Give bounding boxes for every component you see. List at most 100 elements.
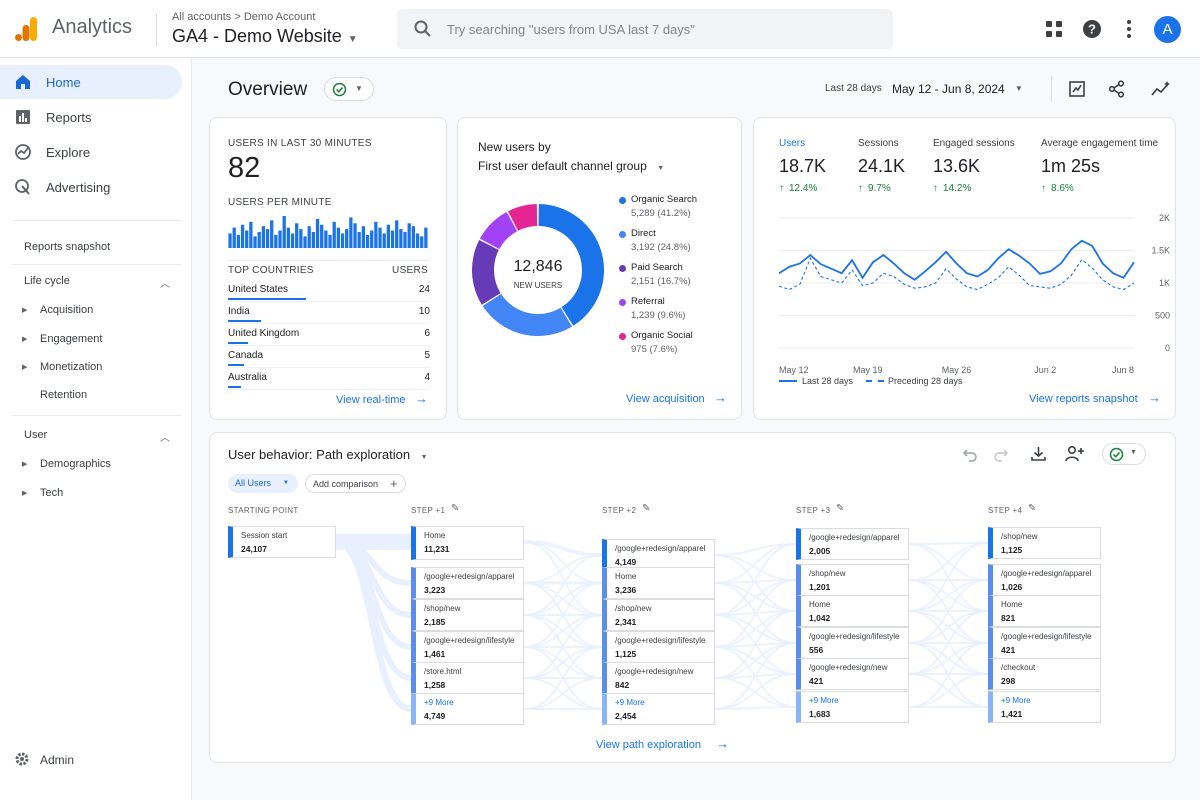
help-icon[interactable]: ? [1081,18,1103,40]
status-dropdown[interactable]: ▼ [324,77,374,101]
per-minute-bar [320,224,324,248]
sidebar-item-acquisition[interactable]: Acquisition [40,304,94,316]
edit-pencil-icon[interactable]: ✎ [1028,503,1037,514]
donut-slice[interactable] [482,294,572,336]
expand-arrow-icon[interactable]: ▶ [22,364,28,371]
apps-grid-icon[interactable] [1043,18,1065,40]
nav-explore[interactable]: Explore [0,135,182,169]
country-row: Australia 4 [228,368,430,390]
edit-pencil-icon[interactable]: ✎ [451,503,460,514]
path-node[interactable]: /store.html 1,258 [411,662,524,694]
path-node-start[interactable]: Session start 24,107 [228,526,336,558]
sidebar-item-demographics[interactable]: Demographics [40,458,111,470]
path-node[interactable]: /google+redesign/lifestyle 556 [796,627,909,659]
status-dropdown[interactable]: ▼ [1102,443,1146,465]
nav-advertising[interactable]: Advertising [0,170,182,204]
path-node[interactable]: Home 821 [988,595,1101,627]
redo-icon[interactable] [993,446,1009,462]
avatar[interactable]: A [1154,16,1181,43]
view-path-exploration-link[interactable]: View path exploration [596,739,701,751]
path-node[interactable]: +9 More 2,454 [602,693,715,725]
expand-arrow-icon[interactable]: ▶ [22,461,28,468]
path-node[interactable]: +9 More 4,749 [411,693,524,725]
share-icon[interactable] [1108,80,1126,98]
insights-icon[interactable] [1150,80,1172,98]
analytics-logo-icon[interactable] [14,16,38,42]
path-node[interactable]: /google+redesign/lifestyle 1,461 [411,631,524,663]
sidebar-item-tech[interactable]: Tech [40,487,64,499]
path-node[interactable]: /shop/new 2,185 [411,599,524,631]
x-tick-label: May 19 [853,365,883,375]
metric-label: Sessions [858,138,899,149]
expand-arrow-icon[interactable]: ▶ [22,490,28,497]
nav-home[interactable]: Home [0,65,182,99]
segment-chip[interactable]: All Users ▼ [228,474,298,493]
expand-arrow-icon[interactable]: ▶ [22,336,28,343]
path-node[interactable]: /google+redesign/new 421 [796,658,909,690]
property-selector[interactable]: GA4 - Demo Website ▼ [172,26,358,47]
metric-tab[interactable]: Sessions 24.1K ↑ 9.7% [858,136,936,198]
path-node[interactable]: /google+redesign/apparel 1,026 [988,564,1101,596]
path-node[interactable]: +9 More 1,421 [988,691,1101,723]
path-node[interactable]: Home 3,236 [602,567,715,599]
channel-group-selector[interactable]: First user default channel group ▼ [478,157,678,173]
path-node[interactable]: /google+redesign/lifestyle 421 [988,627,1101,659]
per-minute-bar [290,233,295,248]
search-input[interactable]: Try searching "users from USA last 7 day… [447,22,695,37]
view-realtime-link[interactable]: View real-time [336,394,406,406]
chevron-up-icon[interactable]: ︿ [160,279,170,290]
view-reports-snapshot-link[interactable]: View reports snapshot [1029,393,1138,405]
gear-icon[interactable] [14,751,30,767]
per-minute-label: USERS PER MINUTE [228,197,332,208]
expand-arrow-icon[interactable]: ▶ [22,307,28,314]
add-user-icon[interactable] [1065,445,1085,462]
donut-slice[interactable] [508,204,538,231]
admin-link[interactable]: Admin [40,753,75,767]
lifecycle-header[interactable]: Life cycle [24,275,70,287]
path-node[interactable]: Home 1,042 [796,595,909,627]
per-minute-bar [390,230,395,248]
more-vert-icon[interactable] [1118,18,1140,40]
metric-tab[interactable]: Users 18.7K ↑ 12.4% [779,136,857,198]
metric-tab[interactable]: Average engagement time 1m 25s ↑ 8.6% [1041,136,1166,198]
nav-reports[interactable]: Reports [0,100,182,134]
customize-report-icon[interactable] [1068,80,1086,98]
path-node[interactable]: /shop/new 1,125 [988,527,1101,559]
path-node[interactable]: /shop/new 1,201 [796,564,909,596]
arrow-right-icon[interactable]: → [415,391,428,406]
node-value: 3,223 [424,585,446,595]
path-node[interactable]: /google+redesign/new 842 [602,662,715,694]
metric-tab[interactable]: Engaged sessions 13.6K ↑ 14.2% [933,136,1015,198]
view-acquisition-link[interactable]: View acquisition [626,393,705,405]
path-node[interactable]: /checkout 298 [988,658,1101,690]
path-node[interactable]: /google+redesign/apparel 2,005 [796,528,909,560]
path-node[interactable]: /shop/new 2,341 [602,599,715,631]
arrow-right-icon[interactable]: → [714,390,727,405]
search-bar[interactable]: Try searching "users from USA last 7 day… [397,9,893,49]
download-icon[interactable] [1030,445,1047,462]
sidebar-item-engagement[interactable]: Engagement [40,333,103,345]
path-node[interactable]: /google+redesign/lifestyle 1,125 [602,631,715,663]
arrow-right-icon[interactable]: → [716,736,729,751]
arrow-right-icon[interactable]: → [1148,390,1161,405]
donut-slice[interactable] [538,204,604,326]
node-name: +9 More [809,696,839,705]
sidebar-item-monetization[interactable]: Monetization [40,361,103,373]
chevron-up-icon[interactable]: ︿ [160,433,170,444]
path-node[interactable]: Home 11,231 [411,526,524,560]
user-header[interactable]: User [24,429,48,441]
edit-pencil-icon[interactable]: ✎ [642,503,651,514]
reports-snapshot-link[interactable]: Reports snapshot [24,241,111,253]
donut-slice[interactable] [472,240,501,305]
undo-icon[interactable] [962,446,978,462]
donut-slice[interactable] [479,211,518,250]
date-range-picker[interactable]: Last 28 days May 12 - Jun 8, 2024 ▼ [820,76,1030,102]
path-node[interactable]: /google+redesign/apparel 3,223 [411,567,524,599]
edit-pencil-icon[interactable]: ✎ [836,503,845,514]
path-title-selector[interactable]: User behavior: Path exploration ▼ [228,446,458,464]
breadcrumb[interactable]: All accounts > Demo Account [172,11,316,23]
flow-band [523,646,603,679]
add-comparison-button[interactable]: Add comparison + [305,474,406,493]
sidebar-item-retention[interactable]: Retention [40,389,88,401]
path-node[interactable]: +9 More 1,683 [796,691,909,723]
